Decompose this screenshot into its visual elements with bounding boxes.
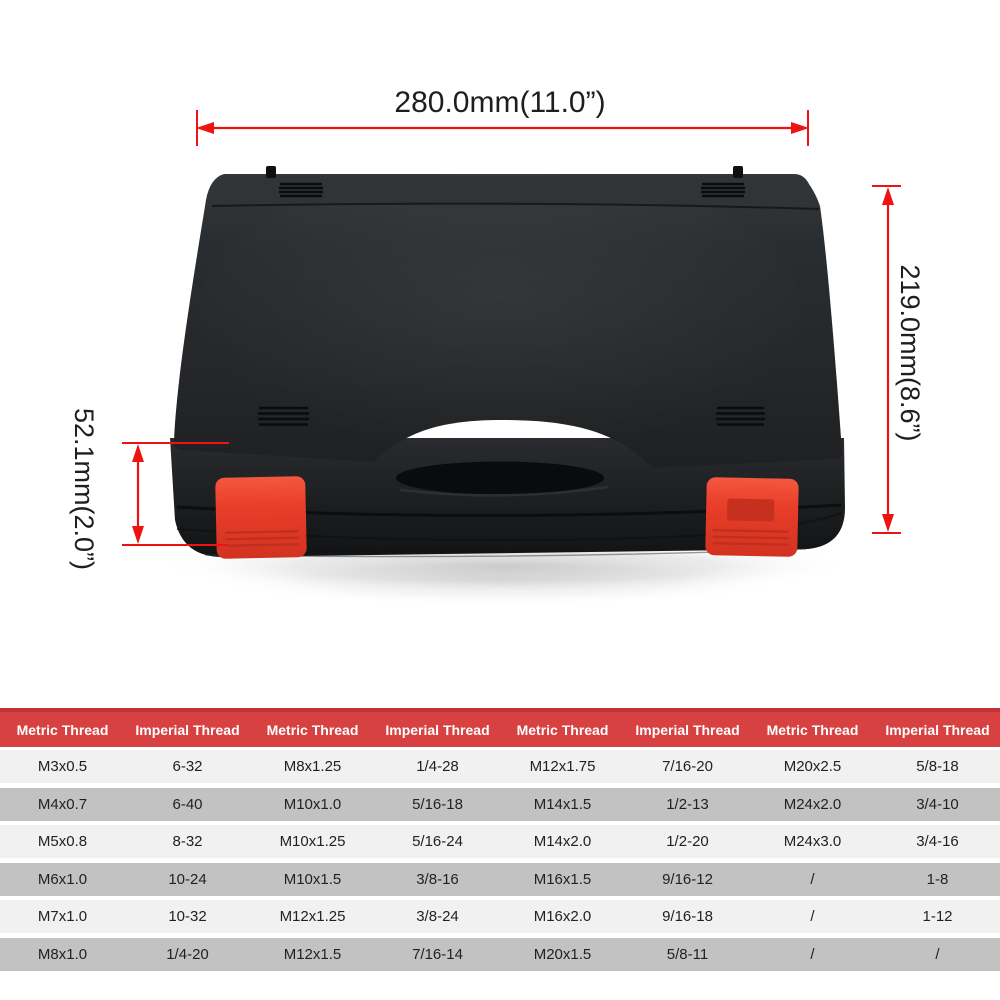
vent-grille-mid-left — [258, 406, 309, 426]
table-cell: M6x1.0 — [37, 870, 88, 888]
dimension-depth-label: 52.1mm(2.0”) — [69, 407, 99, 571]
table-cell: M10x1.5 — [283, 870, 342, 888]
table-cell: M14x2.0 — [533, 833, 592, 850]
table-body: M3x0.5 6-32 M8x1.25 1/4-28 M12x1.75 7/16-20 M2… — [0, 750, 1000, 971]
handle-opening-highlight — [399, 485, 609, 497]
thread-size-table: Metric Thread Imperial Thread Metric Threa… — [0, 708, 1000, 975]
table-row: M4x0.7 6-40 M10x1.0 5/16-18 M14x1.5 1/2-13 M24… — [0, 787, 1000, 821]
vent-grille-top-right — [701, 182, 745, 198]
hinge-pin-right — [733, 166, 743, 178]
height-dimension-arrow — [872, 185, 901, 534]
table-cell: M7x1.0 — [37, 908, 88, 925]
table-cell: M5x0.8 — [37, 833, 88, 850]
table-cell: 10-32 — [168, 908, 207, 925]
table-cell: 1/2-13 — [666, 795, 709, 813]
table-header-cell: Imperial Thread — [385, 721, 490, 738]
table-header-cell: Imperial Thread — [885, 721, 990, 738]
table-cell: 1/4-28 — [416, 758, 459, 775]
table-cell: M20x2.5 — [783, 758, 842, 775]
table-cell: 3/8-16 — [416, 870, 459, 888]
table-cell: M14x1.5 — [533, 795, 592, 813]
dimension-height-label: 219.0mm(8.6”) — [895, 264, 925, 442]
table-cell: 6-32 — [172, 758, 203, 775]
width-dimension-arrow — [196, 110, 809, 146]
table-cell: / — [810, 908, 815, 925]
vent-grille-mid-right — [716, 406, 765, 426]
table-header-cell: Metric Thread — [266, 721, 359, 738]
table-cell: M20x1.5 — [533, 945, 592, 963]
table-row: M6x1.0 10-24 M10x1.5 3/8-16 M16x1.5 9/16-12 / 1… — [0, 862, 1000, 896]
table-cell: 5/8-18 — [916, 758, 959, 775]
table-header-cell: Metric Thread — [766, 721, 859, 738]
table-cell: 5/8-11 — [666, 945, 709, 963]
dimension-width-label: 280.0mm(11.0”) — [394, 86, 606, 119]
lid-sheen — [200, 165, 800, 455]
table-cell: 1-8 — [926, 870, 949, 888]
table-row: M5x0.8 8-32 M10x1.25 5/16-24 M14x2.0 1/2-20 M2… — [0, 825, 1000, 858]
vent-grille-top-left — [279, 182, 323, 198]
table-cell: M8x1.25 — [283, 758, 342, 775]
table-cell: / — [810, 870, 815, 888]
table-header-row: Metric Thread Imperial Thread Metric Threa… — [0, 708, 1000, 747]
table-cell: M12x1.5 — [283, 945, 342, 963]
table-cell: 9/16-18 — [662, 908, 713, 925]
depth-dimension-arrow — [122, 442, 229, 546]
latch-left — [215, 476, 307, 559]
table-header-cell: Imperial Thread — [135, 721, 240, 738]
table-cell: 5/16-18 — [412, 795, 463, 813]
table-cell: 1/4-20 — [166, 945, 209, 963]
case-base — [170, 438, 845, 558]
table-cell: 7/16-14 — [412, 945, 463, 963]
table-cell: M16x1.5 — [533, 870, 592, 888]
table-cell: M12x1.75 — [529, 758, 596, 775]
table-cell: 3/4-16 — [916, 833, 959, 850]
table-cell: M12x1.25 — [279, 908, 346, 925]
handle-opening — [396, 461, 604, 495]
table-header-cell: Metric Thread — [516, 721, 609, 738]
table-cell: M16x2.0 — [533, 908, 592, 925]
latch-right — [705, 477, 799, 557]
table-cell: M10x1.25 — [279, 833, 346, 850]
table-cell: 3/8-24 — [416, 908, 459, 925]
table-cell: 6-40 — [172, 795, 203, 813]
table-row: M3x0.5 6-32 M8x1.25 1/4-28 M12x1.75 7/16-20 M2… — [0, 750, 1000, 783]
hinge-pin-left — [266, 166, 276, 178]
table-cell: 1/2-20 — [666, 833, 709, 850]
table-header-cell: Metric Thread — [16, 721, 109, 738]
table-header-cell: Imperial Thread — [635, 721, 740, 738]
table-cell: M24x2.0 — [783, 795, 842, 813]
table-cell: / — [935, 945, 940, 963]
table-cell: 9/16-12 — [662, 870, 713, 888]
table-row: M7x1.0 10-32 M12x1.25 3/8-24 M16x2.0 9/16-18 /… — [0, 900, 1000, 933]
table-cell: M24x3.0 — [783, 833, 842, 850]
table-cell: 8-32 — [172, 833, 203, 850]
table-row: M8x1.0 1/4-20 M12x1.5 7/16-14 M20x1.5 5/8-11 /… — [0, 937, 1000, 971]
table-cell: 5/16-24 — [412, 833, 463, 850]
table-cell: M10x1.0 — [283, 795, 342, 813]
table-cell: M4x0.7 — [37, 795, 88, 813]
table-cell: 3/4-10 — [916, 795, 959, 813]
hinge-band-ridge — [211, 202, 820, 210]
table-cell: / — [810, 945, 815, 963]
case-hinge-band — [212, 176, 818, 208]
table-cell: M8x1.0 — [37, 945, 88, 963]
table-cell: 7/16-20 — [662, 758, 713, 775]
table-cell: 1-12 — [922, 908, 953, 925]
table-cell: 10-24 — [168, 870, 207, 888]
table-cell: M3x0.5 — [37, 758, 88, 775]
